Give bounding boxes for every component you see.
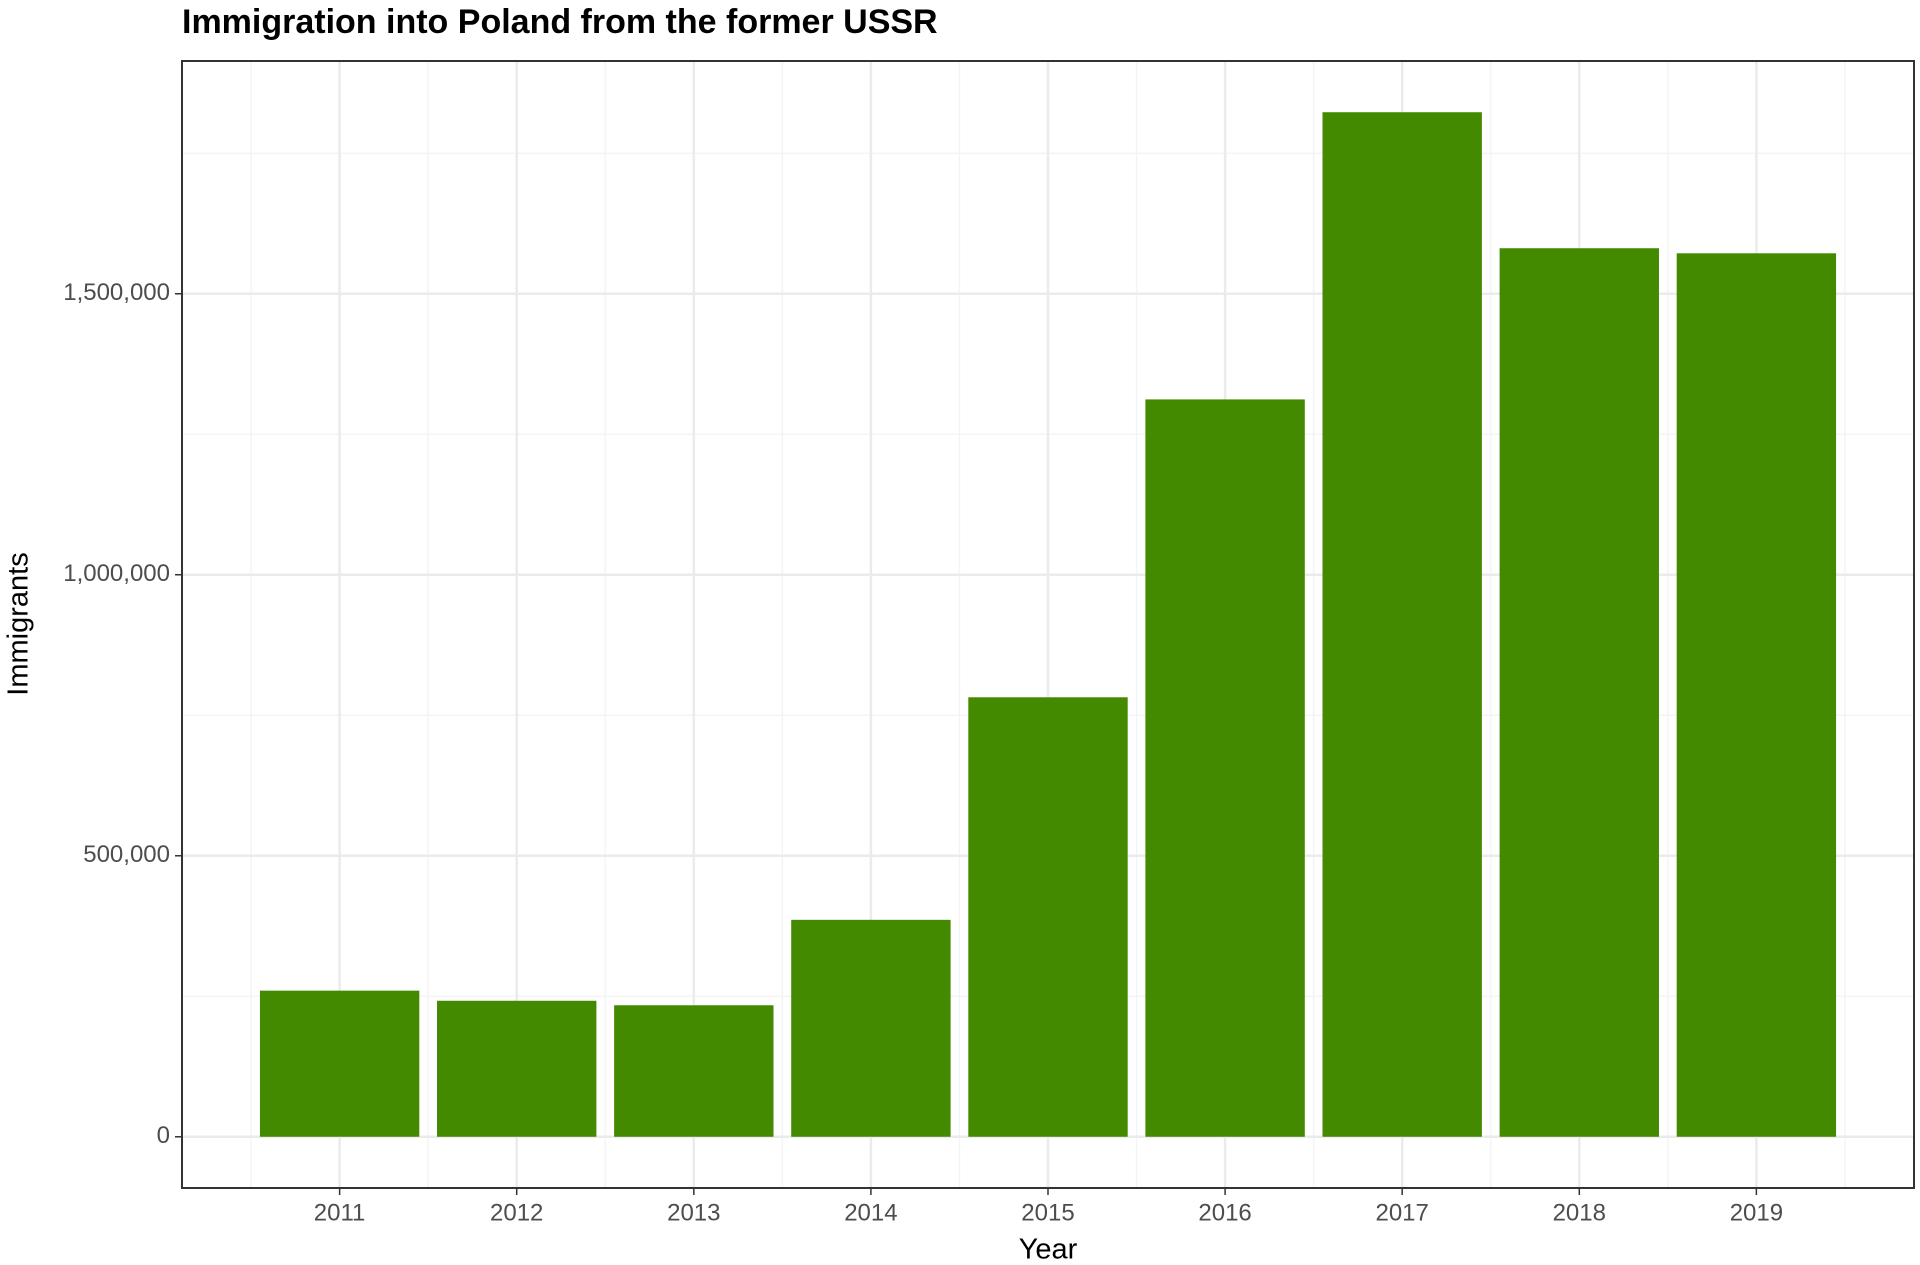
bar	[1145, 399, 1305, 1137]
y-tick-label: 1,000,000	[63, 560, 170, 587]
bar	[614, 1005, 774, 1137]
y-tick-label: 0	[157, 1122, 170, 1149]
x-tick-label: 2011	[314, 1199, 366, 1226]
x-tick-label: 2013	[667, 1199, 720, 1226]
bar	[437, 1000, 597, 1137]
bar	[1676, 253, 1837, 1137]
x-axis-title: Year	[1019, 1234, 1078, 1265]
y-tick-label: 1,500,000	[63, 279, 170, 306]
x-tick-label: 2016	[1198, 1199, 1251, 1226]
bar	[968, 697, 1128, 1137]
y-axis-title: Immigrants	[3, 552, 35, 695]
y-tick-label: 500,000	[83, 841, 170, 868]
bar	[1322, 112, 1482, 1137]
x-tick-label: 2015	[1021, 1199, 1074, 1226]
x-tick-label: 2019	[1730, 1199, 1783, 1226]
x-tick-label: 2017	[1375, 1199, 1428, 1226]
x-tick-label: 2014	[844, 1199, 897, 1226]
bar	[791, 919, 951, 1137]
chart-title: Immigration into Poland from the former …	[182, 3, 938, 41]
panel-border	[181, 60, 1915, 1189]
bar	[259, 990, 420, 1137]
x-tick-label: 2012	[490, 1199, 543, 1226]
x-tick-label: 2018	[1553, 1199, 1606, 1226]
bar	[1499, 248, 1659, 1137]
